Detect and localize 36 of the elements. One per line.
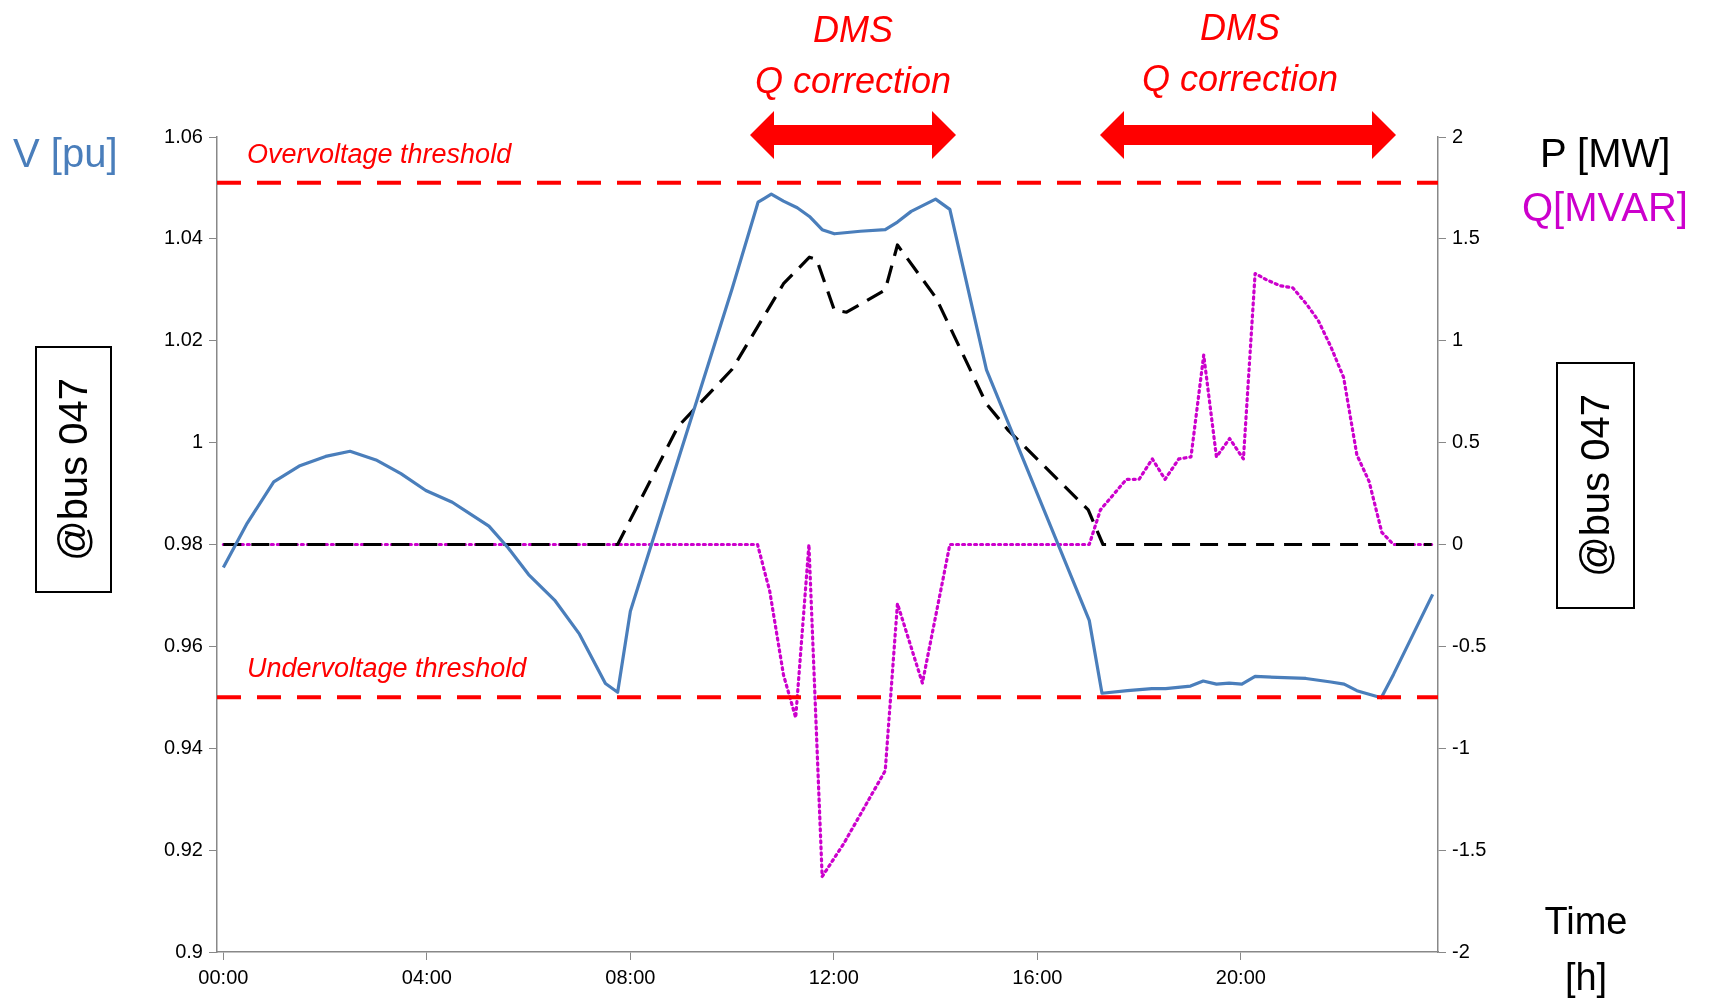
text: P [MW] xyxy=(1540,130,1671,177)
x-tick-label: 04:00 xyxy=(401,965,452,988)
y2-tick-label: -0.5 xyxy=(1452,633,1487,656)
y2-tick-label: 2 xyxy=(1452,124,1464,147)
y2-tick-label: -1.5 xyxy=(1452,837,1487,860)
y-tick-label: 0.98 xyxy=(164,532,203,555)
x-tick-label: 08:00 xyxy=(605,965,656,988)
line-series xyxy=(221,271,1434,879)
line-series xyxy=(221,243,1434,547)
y2-tick-label: -2 xyxy=(1452,939,1470,962)
text: V [pu] xyxy=(13,130,118,177)
y2-tick-label: 0.5 xyxy=(1452,430,1480,453)
x-tick-label: 00:00 xyxy=(198,965,249,988)
y-tick-label: 1 xyxy=(191,430,203,453)
y-tick-label: 1.04 xyxy=(164,226,203,249)
x-tick-label: 12:00 xyxy=(808,965,859,988)
text: Q[MVAR] xyxy=(1522,184,1688,231)
y-tick-label: 0.9 xyxy=(175,939,203,962)
y2-tick-label: 1 xyxy=(1452,328,1464,351)
y2-tick-label: 0 xyxy=(1452,532,1464,555)
y-tick-label: 1.06 xyxy=(164,124,203,147)
y2-tick-label: 1.5 xyxy=(1452,226,1480,249)
ref-line-label: Undervoltage threshold xyxy=(247,653,528,684)
y-tick-label: 0.94 xyxy=(164,735,203,758)
x-tick-label: 16:00 xyxy=(1012,965,1063,988)
text: DMS Q correction xyxy=(753,8,953,103)
ref-line-label: Overvoltage threshold xyxy=(247,138,513,169)
text: DMS Q correction xyxy=(1140,6,1340,101)
y2-tick-label: -1 xyxy=(1452,735,1470,758)
text: @bus 047 xyxy=(51,378,96,561)
y-tick-label: 0.96 xyxy=(164,633,203,656)
y-tick-label: 1.02 xyxy=(164,328,203,351)
x-axis-title: Time [h] xyxy=(1543,899,1629,999)
y-tick-label: 0.92 xyxy=(164,837,203,860)
x-tick-label: 20:00 xyxy=(1215,965,1266,988)
text: @bus 047 xyxy=(1573,394,1618,577)
